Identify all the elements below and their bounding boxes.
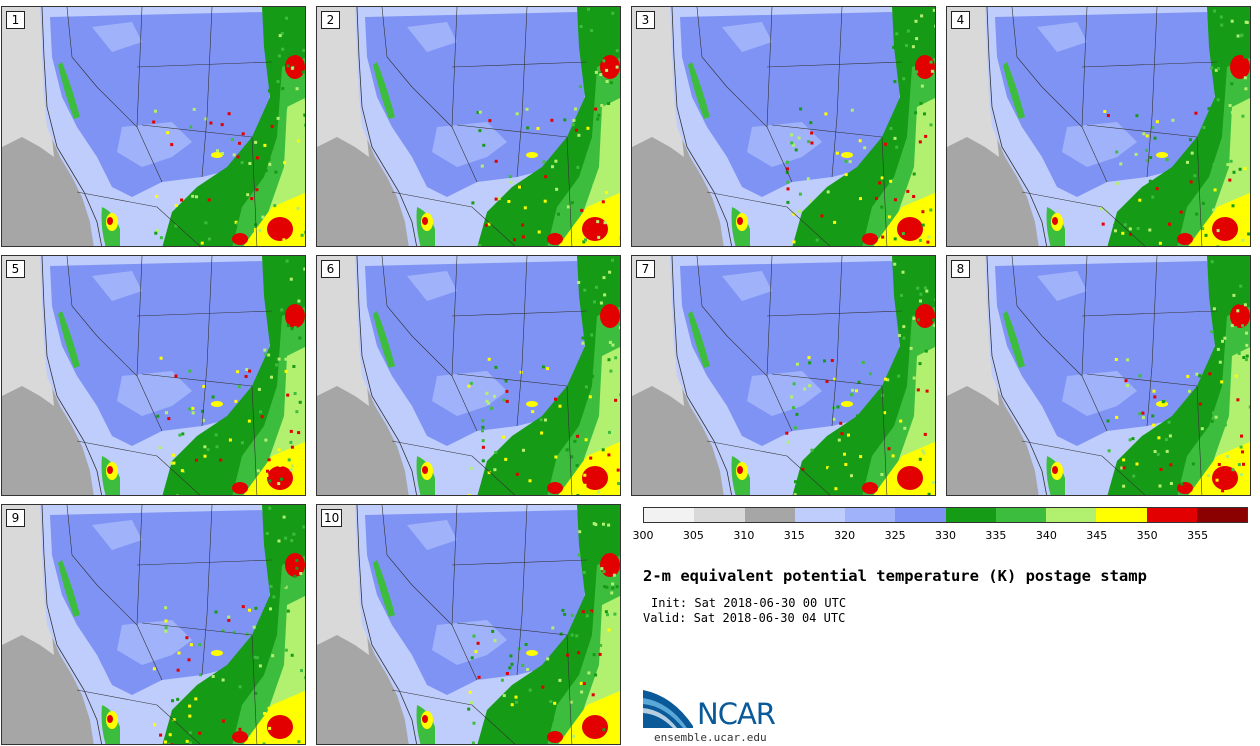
map-panel: 9 [1,504,306,745]
colorbar-segment [1196,508,1247,522]
colorbar-tick-label: 310 [733,529,755,542]
colorbar-ticks: 300 305 310 315 320 325 330 335 340 345 350 355 [633,529,1248,543]
panel-label: 6 [321,260,340,278]
panel-label: 10 [321,509,343,527]
colorbar-tick-label: 320 [834,529,856,542]
map-panel: 3 [631,6,936,247]
theta-e-map [632,256,935,495]
logo-url: ensemble.ucar.edu [654,731,767,744]
colorbar-tick-label: 335 [985,529,1007,542]
panel-label: 1 [6,11,25,29]
panel-label: 8 [951,260,970,278]
colorbar-tick-label: 325 [884,529,906,542]
theta-e-map [317,505,620,744]
colorbar-tick-label: 305 [682,529,704,542]
theta-e-map [317,7,620,246]
panel-label: 9 [6,509,25,527]
map-panel: 1 [1,6,306,247]
colorbar-segment [895,508,946,522]
colorbar-segment [945,508,996,522]
colorbar-tick-label: 345 [1086,529,1108,542]
plot-title: 2-m equivalent potential temperature (K)… [643,567,1147,585]
colorbar-tick-label: 340 [1035,529,1057,542]
colorbar-tick-label: 300 [632,529,654,542]
ncar-logo-text: NCAR [697,697,776,731]
colorbar-segment [744,508,795,522]
theta-e-map [947,7,1250,246]
theta-e-map [2,256,305,495]
colorbar-tick-label: 350 [1136,529,1158,542]
panel-label: 3 [636,11,655,29]
theta-e-map [2,7,305,246]
panel-label: 5 [6,260,25,278]
init-time: Init: Sat 2018-06-30 00 UTC [651,596,847,610]
map-panel: 7 [631,255,936,496]
panel-label: 7 [636,260,655,278]
theta-e-map [317,256,620,495]
colorbar-segment [694,508,745,522]
theta-e-map [632,7,935,246]
colorbar-segment [995,508,1046,522]
colorbar-tick-label: 330 [935,529,956,542]
panel-label: 2 [321,11,340,29]
map-panel: 5 [1,255,306,496]
colorbar-tick-label: 355 [1187,529,1209,542]
map-panel: 6 [316,255,621,496]
colorbar-tick-label: 315 [783,529,805,542]
ncar-logo-icon [643,690,693,728]
map-panel: 10 [316,504,621,745]
map-panel: 4 [946,6,1251,247]
valid-time: Valid: Sat 2018-06-30 04 UTC [643,611,846,625]
colorbar [643,507,1248,523]
theta-e-map [2,505,305,744]
map-panel: 2 [316,6,621,247]
colorbar-segment [644,508,695,522]
panel-label: 4 [951,11,970,29]
colorbar-segment [1146,508,1197,522]
colorbar-segment [845,508,896,522]
colorbar-segment [1096,508,1147,522]
theta-e-map [947,256,1250,495]
colorbar-segment [794,508,845,522]
colorbar-segment [1046,508,1097,522]
map-panel: 8 [946,255,1251,496]
